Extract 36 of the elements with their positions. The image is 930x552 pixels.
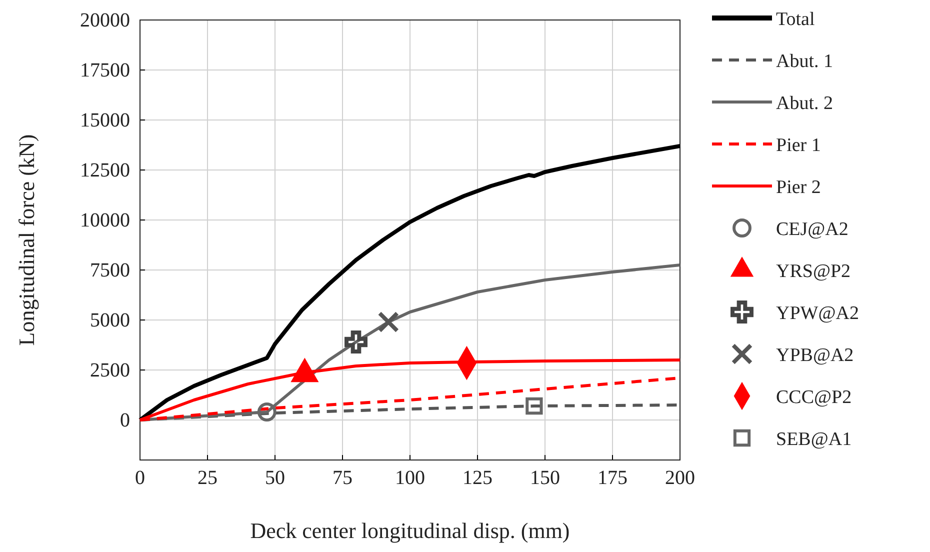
y-tick-label: 5000 — [90, 309, 130, 332]
x-tick-label: 125 — [462, 467, 492, 490]
legend-label: Total — [776, 9, 815, 30]
y-tick-label: 17500 — [80, 59, 130, 82]
legend-label: YPB@A2 — [776, 345, 854, 366]
point — [378, 311, 400, 333]
x-tick-label: 175 — [598, 467, 628, 490]
legend-label: Pier 1 — [776, 135, 821, 156]
y-axis-title: Longitudinal force (kN) — [14, 134, 39, 346]
line-series — [138, 144, 682, 422]
x-tick-label: 150 — [530, 467, 560, 490]
y-tick-label: 0 — [120, 409, 130, 432]
x-axis-title: Deck center longitudinal disp. (mm) — [250, 518, 570, 543]
x-tick-label: 200 — [665, 467, 695, 490]
legend-label: Abut. 1 — [776, 51, 833, 72]
y-tick-label: 7500 — [90, 259, 130, 282]
legend-label: YRS@P2 — [776, 261, 851, 282]
point — [257, 402, 276, 422]
x-tick-label: 50 — [265, 467, 285, 490]
legend-label: YPW@A2 — [776, 303, 859, 324]
legend-label: SEB@A1 — [776, 429, 852, 450]
y-tick-label: 15000 — [80, 109, 130, 132]
y-tick-label: 12500 — [80, 159, 130, 182]
point — [526, 397, 543, 415]
y-tick-label: 10000 — [80, 209, 130, 232]
x-tick-label: 0 — [135, 467, 145, 490]
y-tick-label: 20000 — [80, 9, 130, 32]
legend-label: CEJ@A2 — [776, 219, 848, 240]
y-tick-label: 2500 — [90, 359, 130, 382]
x-tick-label: 75 — [332, 467, 352, 490]
point — [344, 330, 368, 354]
legend-label: CCC@P2 — [776, 387, 852, 408]
x-tick-label: 25 — [198, 467, 218, 490]
x-tick-label: 100 — [395, 467, 425, 490]
legend-label: Abut. 2 — [776, 93, 833, 114]
legend-label: Pier 2 — [776, 177, 821, 198]
